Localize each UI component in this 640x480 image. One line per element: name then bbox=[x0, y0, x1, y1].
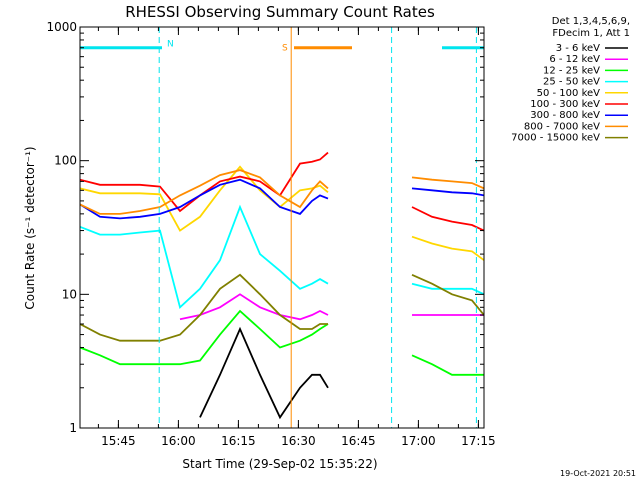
x-tick-label-4: 16:45 bbox=[341, 434, 376, 448]
x-tick-label-2: 16:15 bbox=[221, 434, 256, 448]
legend-label-1: 6 - 12 keV bbox=[549, 54, 600, 65]
series-line-2 bbox=[80, 309, 484, 376]
y-tick-label-1: 10 bbox=[62, 287, 77, 301]
legend-label-0: 3 - 6 keV bbox=[556, 43, 600, 54]
series-line-0 bbox=[199, 326, 329, 420]
legend-label-4: 50 - 100 keV bbox=[537, 88, 601, 99]
series-line-8 bbox=[80, 273, 484, 342]
series-line-7 bbox=[80, 169, 484, 215]
x-tick-label-1: 16:00 bbox=[161, 434, 196, 448]
series-line-1 bbox=[179, 293, 484, 321]
legend-label-3: 25 - 50 keV bbox=[543, 77, 600, 88]
legend-label-8: 7000 - 15000 keV bbox=[511, 133, 600, 144]
series-line-5 bbox=[80, 151, 484, 232]
legend-label-2: 12 - 25 keV bbox=[543, 65, 600, 76]
footer-timestamp: 19-Oct-2021 20:51 bbox=[560, 469, 636, 478]
legend: Det 1,3,4,5,6,9,FDecim 1, Att 1 3 - 6 keV… bbox=[511, 16, 630, 144]
axes: 1 10 100 1000 15:45 16:00 16:15 16:30 16:45 17:00… bbox=[46, 20, 495, 448]
legend-header-1: FDecim 1, Att 1 bbox=[552, 28, 630, 39]
y-tick-label-2: 100 bbox=[54, 154, 77, 168]
legend-label-5: 100 - 300 keV bbox=[530, 99, 600, 110]
legend-label-6: 300 - 800 keV bbox=[530, 110, 600, 121]
x-axis-label: Start Time (29-Sep-02 15:35:22) bbox=[182, 457, 377, 471]
series-line-4 bbox=[80, 165, 484, 261]
y-tick-label-0: 1 bbox=[69, 421, 77, 435]
chart-title: RHESSI Observing Summary Count Rates bbox=[125, 3, 435, 21]
x-tick-label-0: 15:45 bbox=[101, 434, 136, 448]
x-tick-label-5: 17:00 bbox=[401, 434, 436, 448]
series-line-6 bbox=[80, 178, 484, 220]
x-tick-label-6: 17:15 bbox=[461, 434, 496, 448]
plot-frame bbox=[79, 26, 485, 429]
y-tick-label-3: 1000 bbox=[46, 20, 77, 34]
legend-label-7: 800 - 7000 keV bbox=[524, 121, 600, 132]
series-line-3 bbox=[80, 204, 484, 309]
y-axis-label: Count Rate (s⁻¹ detector⁻¹) bbox=[23, 146, 37, 309]
annotation-label-0: N bbox=[167, 40, 174, 50]
annotation-label-1: S bbox=[282, 44, 288, 54]
x-tick-label-3: 16:30 bbox=[281, 434, 316, 448]
legend-header-0: Det 1,3,4,5,6,9, bbox=[552, 16, 630, 27]
